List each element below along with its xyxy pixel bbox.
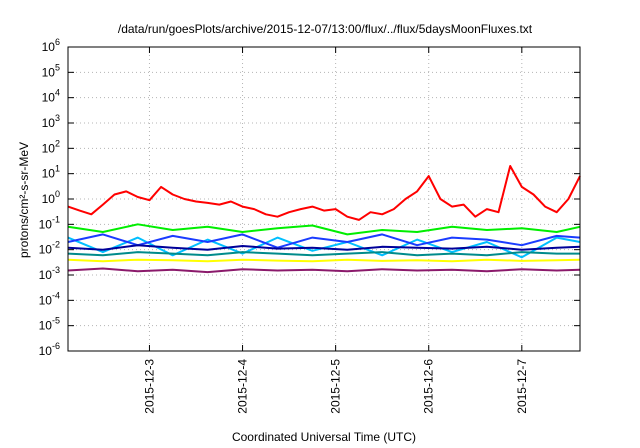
series-line-2 (67, 223, 581, 236)
series-line-1 (67, 165, 581, 221)
y-axis-label: protons/cm²-s-sr-MeV (17, 142, 31, 258)
series-line-8 (67, 267, 581, 274)
y-tick-label: 10-3 (39, 265, 60, 282)
y-tick-label: 102 (42, 138, 60, 155)
y-tick-label: 10-4 (39, 290, 60, 307)
x-axis-label: Coordinated Universal Time (UTC) (232, 430, 416, 444)
x-tick-label: 2015-12-3 (142, 359, 156, 414)
y-tick-label: 104 (42, 88, 60, 105)
y-tick-label: 10-5 (39, 316, 60, 333)
x-axis: 2015-12-3 2015-12-4 2015-12-5 2015-12-6 2015… (142, 47, 529, 414)
y-tick-label: 105 (42, 62, 60, 79)
y-tick-label: 10-6 (39, 341, 60, 358)
x-tick-label: 2015-12-7 (515, 359, 529, 414)
y-tick-label: 10-1 (39, 214, 60, 231)
y-tick-label: 106 (42, 37, 60, 54)
series-line-5 (67, 244, 581, 251)
y-tick-label: 103 (42, 113, 60, 130)
series-line-7 (67, 258, 581, 263)
x-tick-label: 2015-12-6 (422, 359, 436, 414)
y-tick-label: 101 (42, 164, 60, 181)
series-line-4 (67, 233, 581, 249)
x-tick-label: 2015-12-4 (236, 359, 250, 414)
series-line-6 (67, 251, 580, 257)
x-tick-label: 2015-12-5 (329, 359, 343, 414)
grid (68, 47, 580, 351)
y-tick-label: 10-2 (39, 240, 60, 257)
y-axis: 10-6 10-5 10-4 10-3 10-2 10-1 100 101 102 103 104 1… (39, 37, 580, 358)
series-layer (67, 165, 581, 274)
chart-title: /data/run/goesPlots/archive/2015-12-07/1… (118, 22, 533, 36)
y-tick-label: 100 (42, 189, 60, 206)
